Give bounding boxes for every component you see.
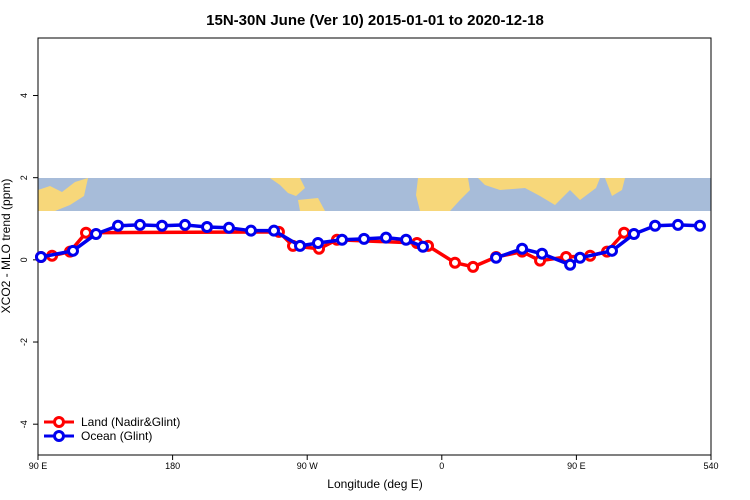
legend-marker bbox=[53, 416, 65, 428]
point bbox=[66, 244, 79, 257]
point bbox=[380, 231, 393, 244]
map-band bbox=[38, 178, 711, 211]
legend-marker bbox=[53, 430, 65, 442]
point bbox=[573, 251, 586, 264]
point bbox=[536, 247, 549, 260]
x-tick-label: 90 E bbox=[567, 461, 586, 471]
legend-label: Ocean (Glint) bbox=[81, 429, 152, 443]
point bbox=[244, 224, 257, 237]
plot-frame bbox=[37, 37, 712, 456]
point bbox=[627, 227, 640, 240]
point bbox=[112, 219, 125, 232]
y-tick-label: 4 bbox=[19, 93, 29, 98]
x-axis-label: Longitude (deg E) bbox=[327, 477, 422, 491]
point bbox=[416, 240, 429, 253]
x-tick-label: 90 W bbox=[297, 461, 319, 471]
point bbox=[649, 219, 662, 232]
y-tick-label: 2 bbox=[19, 175, 29, 180]
point bbox=[336, 233, 349, 246]
point bbox=[34, 250, 47, 263]
x-tick-label: 540 bbox=[703, 461, 718, 471]
x-tick-label: 90 E bbox=[29, 461, 48, 471]
y-tick-label: -4 bbox=[19, 420, 29, 428]
point bbox=[80, 226, 93, 239]
point bbox=[605, 244, 618, 257]
point bbox=[490, 251, 503, 264]
point bbox=[618, 226, 631, 239]
x-tick-label: 0 bbox=[439, 461, 444, 471]
point bbox=[155, 219, 168, 232]
point bbox=[516, 242, 529, 255]
point bbox=[200, 220, 213, 233]
y-tick-label: 0 bbox=[19, 257, 29, 262]
point bbox=[400, 233, 413, 246]
point bbox=[671, 218, 684, 231]
y-axis-label: XCO2 - MLO trend (ppm) bbox=[0, 179, 13, 314]
point bbox=[311, 237, 324, 250]
point bbox=[222, 221, 235, 234]
point bbox=[179, 218, 192, 231]
point bbox=[294, 239, 307, 252]
chart-title: 15N-30N June (Ver 10) 2015-01-01 to 2020… bbox=[206, 12, 544, 29]
point bbox=[564, 258, 577, 271]
point bbox=[133, 218, 146, 231]
point bbox=[267, 224, 280, 237]
y-tick-label: -2 bbox=[19, 338, 29, 346]
point bbox=[90, 227, 103, 240]
x-tick-label: 180 bbox=[165, 461, 180, 471]
point bbox=[448, 256, 461, 269]
legend-label: Land (Nadir&Glint) bbox=[81, 415, 180, 429]
point bbox=[358, 232, 371, 245]
point bbox=[467, 260, 480, 273]
point bbox=[693, 219, 706, 232]
